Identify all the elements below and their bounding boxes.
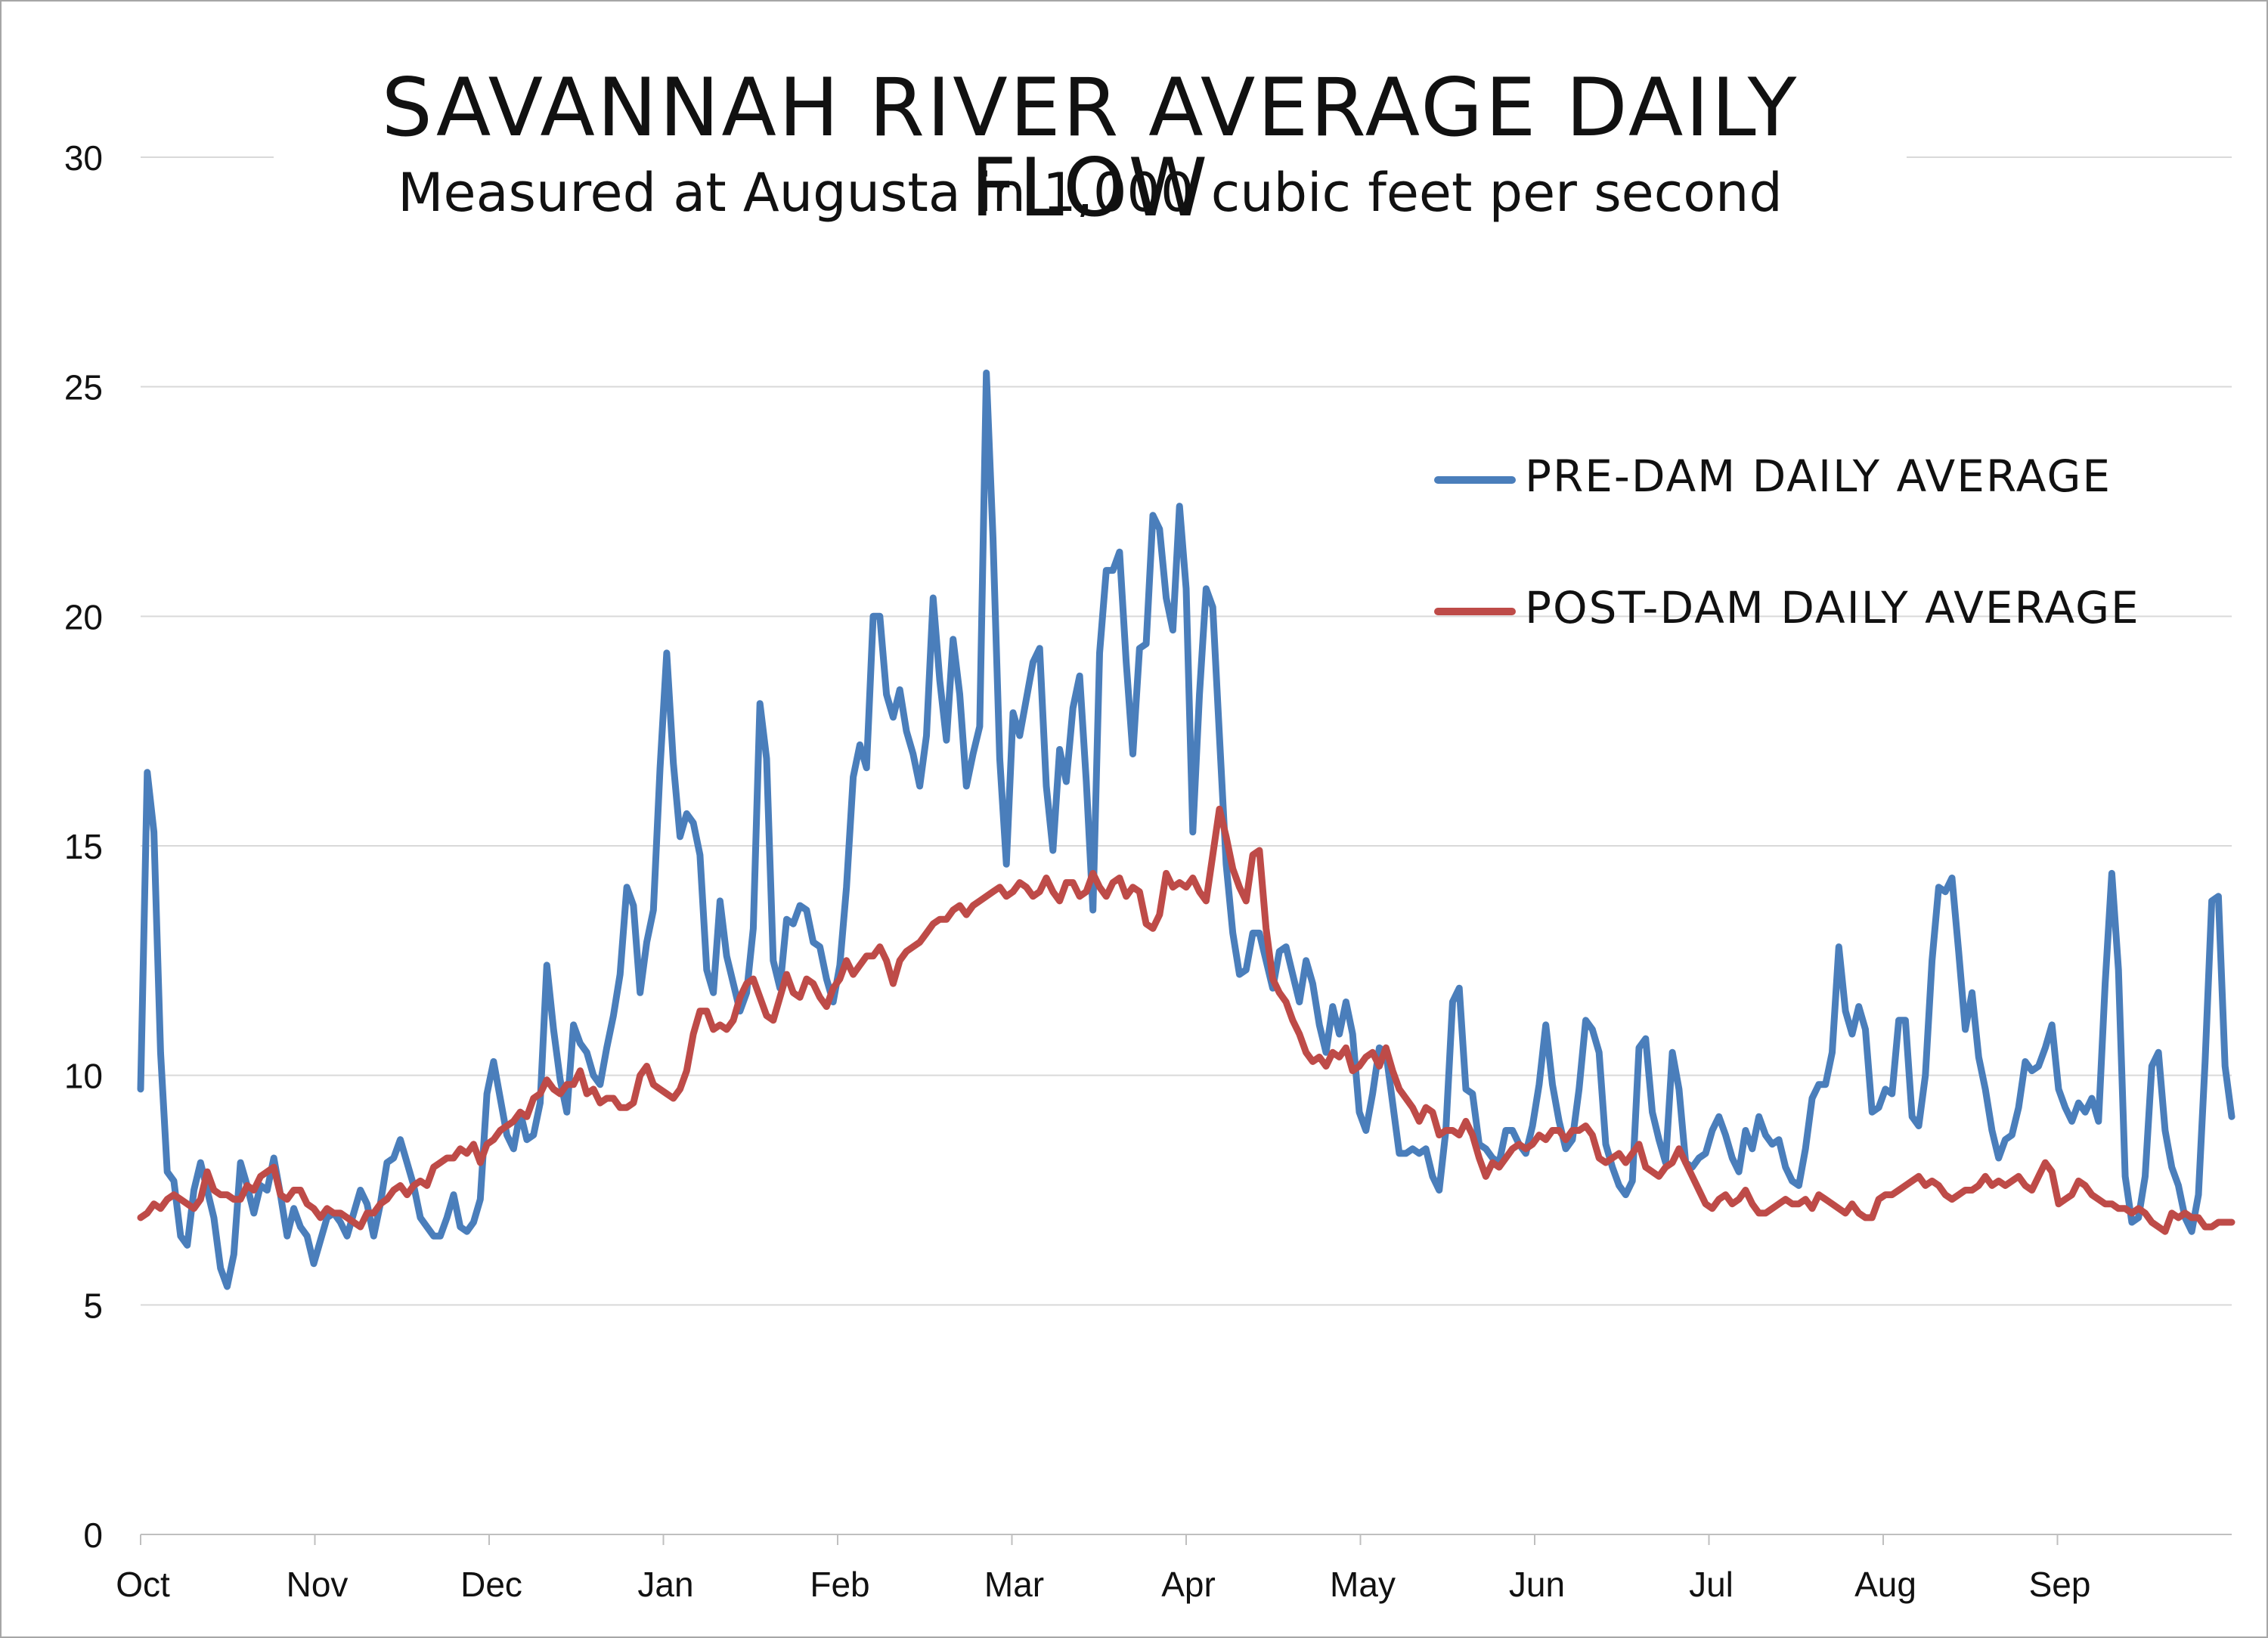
series-lines [137,369,2235,1290]
axes: 0 5 10 15 20 25 30 Oct Nov Dec Jan Feb Mar Apr May Jun J… [64,138,2232,1604]
x-tick-label: Nov [287,1565,349,1604]
legend-swatch-pre-dam [1434,476,1516,484]
x-tick-label: Oct [116,1565,170,1604]
x-tick-label: Aug [1854,1565,1916,1604]
x-tick-label: May [1330,1565,1396,1604]
x-tick-label: Feb [810,1565,869,1604]
x-tick-label: Mar [984,1565,1044,1604]
x-tick-label: Jan [637,1565,693,1604]
series-line-pre-dam [137,369,2235,1290]
x-tick-label: Jun [1509,1565,1565,1604]
x-tick-label: Dec [460,1565,522,1604]
legend-label-post-dam: POST-DAM DAILY AVERAGE [1525,582,2140,633]
y-tick-label: 25 [64,368,103,407]
y-tick-label: 0 [83,1516,103,1555]
x-tick-label: Jul [1689,1565,1734,1604]
y-tick-label: 10 [64,1057,103,1096]
y-tick-label: 30 [64,138,103,178]
gridlines [141,156,2232,1306]
series-line-post-dam [137,805,2235,1235]
chart-subtitle: Measured at Augusta in 1,000 cubic feet … [398,162,1783,224]
y-tick-label: 5 [83,1286,103,1325]
x-tick-label: Sep [2029,1565,2091,1604]
legend-label-pre-dam: PRE-DAM DAILY AVERAGE [1525,451,2112,502]
y-tick-label: 20 [64,597,103,636]
y-tick-label: 15 [64,827,103,866]
legend-swatch-post-dam [1434,608,1516,615]
chart-title: SAVANNAH RIVER AVERAGE DAILY FLOW [274,68,1907,228]
x-tick-label: Apr [1161,1565,1216,1604]
